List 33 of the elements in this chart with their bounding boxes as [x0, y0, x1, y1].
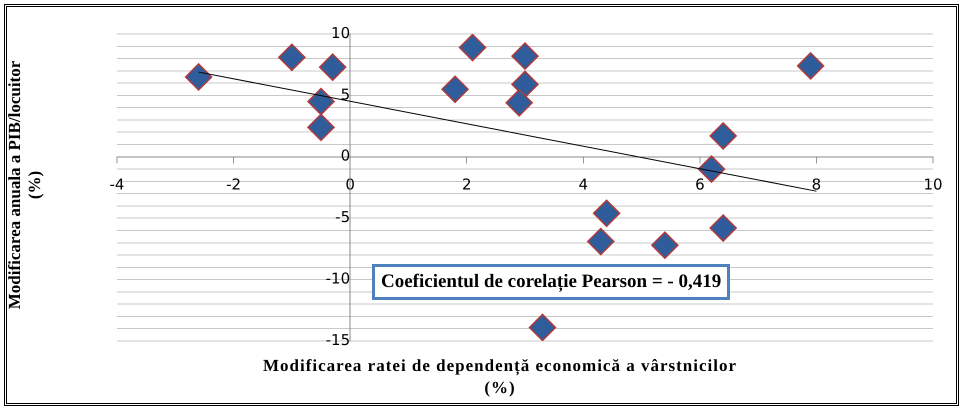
point [307, 88, 335, 116]
x-tick-label: 10 [923, 176, 943, 194]
point [528, 314, 556, 341]
y-axis-title: Modificarea anuala a PIB/locuitor (%) [5, 60, 45, 312]
point [709, 214, 737, 242]
point [587, 228, 615, 256]
x-tick-label: 8 [812, 176, 822, 194]
annotation: Coeficientul de corelație Pearson = - 0,419 [372, 264, 730, 300]
point [592, 200, 620, 228]
point [796, 52, 824, 80]
x-tick-label: 6 [695, 176, 705, 194]
y-tick-label: 0 [340, 146, 350, 165]
x-tick-label: 4 [578, 176, 588, 194]
y-tick-label: 10 [331, 24, 350, 42]
x-tick-label: -4 [110, 176, 124, 194]
point [278, 44, 306, 72]
y-tick-label: 5 [340, 85, 350, 104]
point [318, 53, 346, 81]
x-axis-title: Modificarea ratei de dependență economică a vârstnicilor (%) [262, 355, 738, 399]
point [505, 89, 533, 117]
y-tick-label: -10 [326, 269, 350, 288]
point [441, 76, 469, 104]
point [709, 122, 737, 150]
point [511, 42, 539, 70]
x-tick-label: -2 [226, 176, 242, 194]
point [458, 34, 486, 62]
point [307, 114, 335, 142]
point [184, 63, 212, 91]
x-tick-label: 2 [462, 176, 472, 194]
y-tick-label: -5 [335, 208, 350, 226]
point [651, 231, 679, 259]
point [511, 70, 539, 98]
y-tick-label: -15 [326, 330, 350, 349]
